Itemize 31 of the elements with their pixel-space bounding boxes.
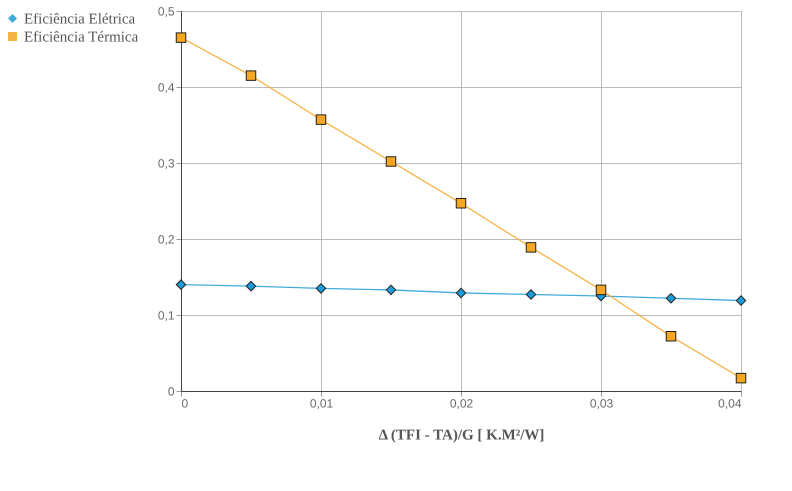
point xyxy=(316,283,326,294)
y-tick-label: 0,5 xyxy=(158,4,175,18)
y-tick-label: 0,1 xyxy=(158,308,175,322)
x-tick-label: 0,02 xyxy=(450,396,474,410)
point xyxy=(176,279,186,290)
point xyxy=(666,331,676,342)
point xyxy=(176,32,186,43)
point xyxy=(736,372,746,384)
point xyxy=(666,293,676,304)
legend-label: Eficiência Térmica xyxy=(24,30,139,46)
x-tick-label: 0 xyxy=(182,396,188,410)
x-tick-label: 0,01 xyxy=(310,396,334,410)
point xyxy=(596,284,606,296)
x-tick-label: 0,03 xyxy=(590,396,614,410)
y-tick-label: 0,4 xyxy=(158,80,175,94)
x-axis-title: Δ (TFI - TA)/G [ K.M²/W] xyxy=(378,428,544,444)
point xyxy=(526,289,536,300)
point xyxy=(246,280,256,292)
point xyxy=(456,288,466,298)
point xyxy=(386,284,396,296)
legend-label: Eficiência Elétrica xyxy=(24,12,136,28)
point xyxy=(526,242,536,253)
point xyxy=(456,198,466,209)
y-tick-label: 0,2 xyxy=(158,232,175,246)
point xyxy=(386,156,396,167)
point xyxy=(736,295,746,306)
y-tick-label: 0 xyxy=(168,384,175,398)
y-tick-label: 0,3 xyxy=(158,156,175,170)
point xyxy=(316,114,326,125)
point xyxy=(246,70,256,81)
x-tick-label: 0,04 xyxy=(718,396,742,410)
